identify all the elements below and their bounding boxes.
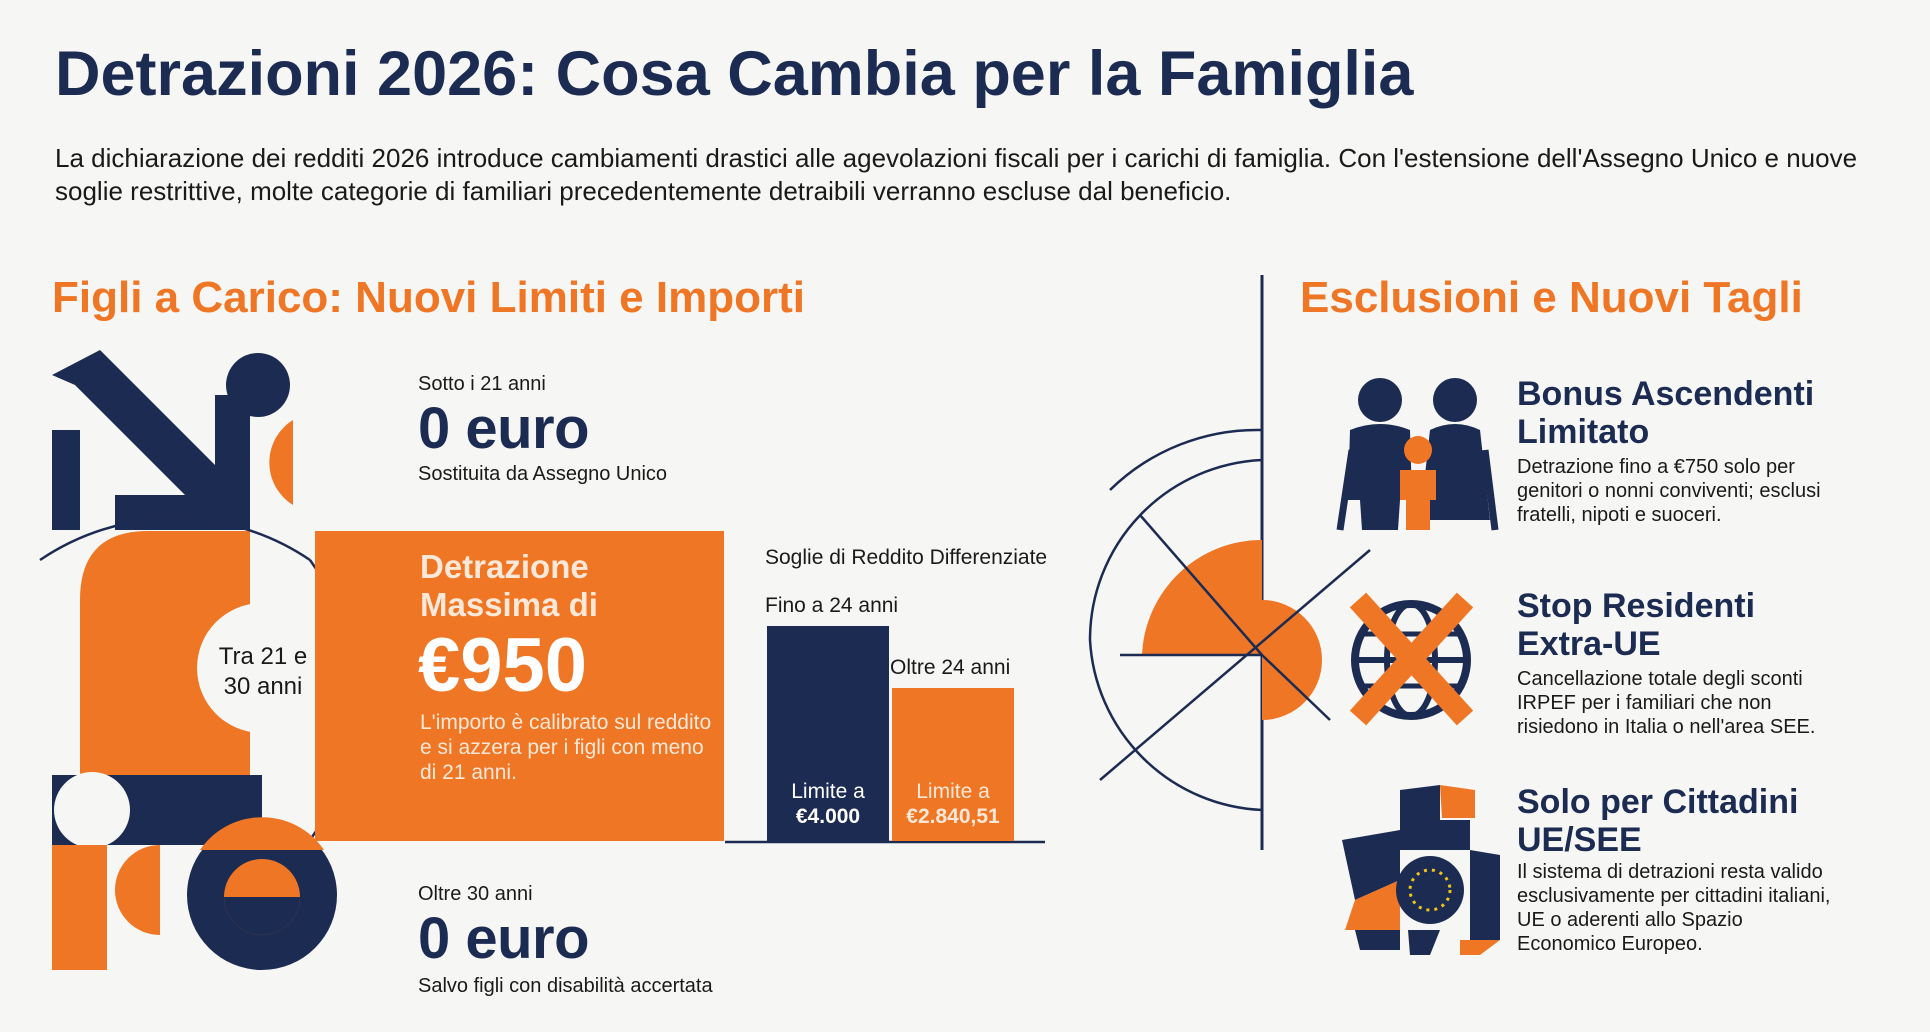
eu-map-icon <box>1342 785 1500 955</box>
under21-amount: 0 euro <box>418 396 590 461</box>
threshold-bar-label-1: Fino a 24 anni <box>765 594 899 617</box>
threshold-bar-label-2: Oltre 24 anni <box>890 656 1011 679</box>
over30-note: Salvo figli con disabilità accertata <box>418 975 713 997</box>
section-title-exclusions: Esclusioni e Nuovi Tagli <box>1300 273 1803 322</box>
threshold-bar-value-1: Limite a €4.000 <box>791 780 865 828</box>
item-title-cittadini-ue: Solo per Cittadini UE/SEE <box>1517 783 1799 859</box>
family-icon <box>1336 378 1499 531</box>
threshold-bar-2 <box>892 688 1014 841</box>
thresholds-title: Soglie di Reddito Differenziate <box>765 546 1048 569</box>
intro-paragraph: La dichiarazione dei redditi 2026 introd… <box>55 143 1858 206</box>
under21-note: Sostituita da Assegno Unico <box>418 463 668 485</box>
section-title-children: Figli a Carico: Nuovi Limiti e Importi <box>52 273 805 322</box>
under21-label: Sotto i 21 anni <box>418 373 546 395</box>
item-desc-cittadini-ue: Il sistema di detrazioni resta valido es… <box>1517 861 1831 955</box>
item-title-ascendenti: Bonus Ascendenti Limitato <box>1517 375 1815 451</box>
max-deduction-desc: L'importo è calibrato sul reddito e si a… <box>420 711 712 784</box>
threshold-bar-1 <box>767 626 889 841</box>
threshold-bar-value-2: Limite a €2.840,51 <box>906 780 1000 828</box>
age-range-label: Tra 21 e 30 anni <box>218 643 308 700</box>
globe-cross-icon <box>1349 592 1474 726</box>
over30-amount: 0 euro <box>418 906 590 971</box>
item-desc-ascendenti: Detrazione fino a €750 solo per genitori… <box>1517 456 1821 526</box>
max-deduction-title: Detrazione Massima di <box>420 548 598 623</box>
max-deduction-amount: €950 <box>418 623 588 708</box>
max-deduction-box <box>315 531 724 841</box>
item-desc-extra-ue: Cancellazione totale degli sconti IRPEF … <box>1517 668 1816 738</box>
item-title-extra-ue: Stop Residenti Extra-UE <box>1517 587 1756 663</box>
page-title: Detrazioni 2026: Cosa Cambia per la Fami… <box>55 39 1414 109</box>
over30-label: Oltre 30 anni <box>418 883 533 905</box>
